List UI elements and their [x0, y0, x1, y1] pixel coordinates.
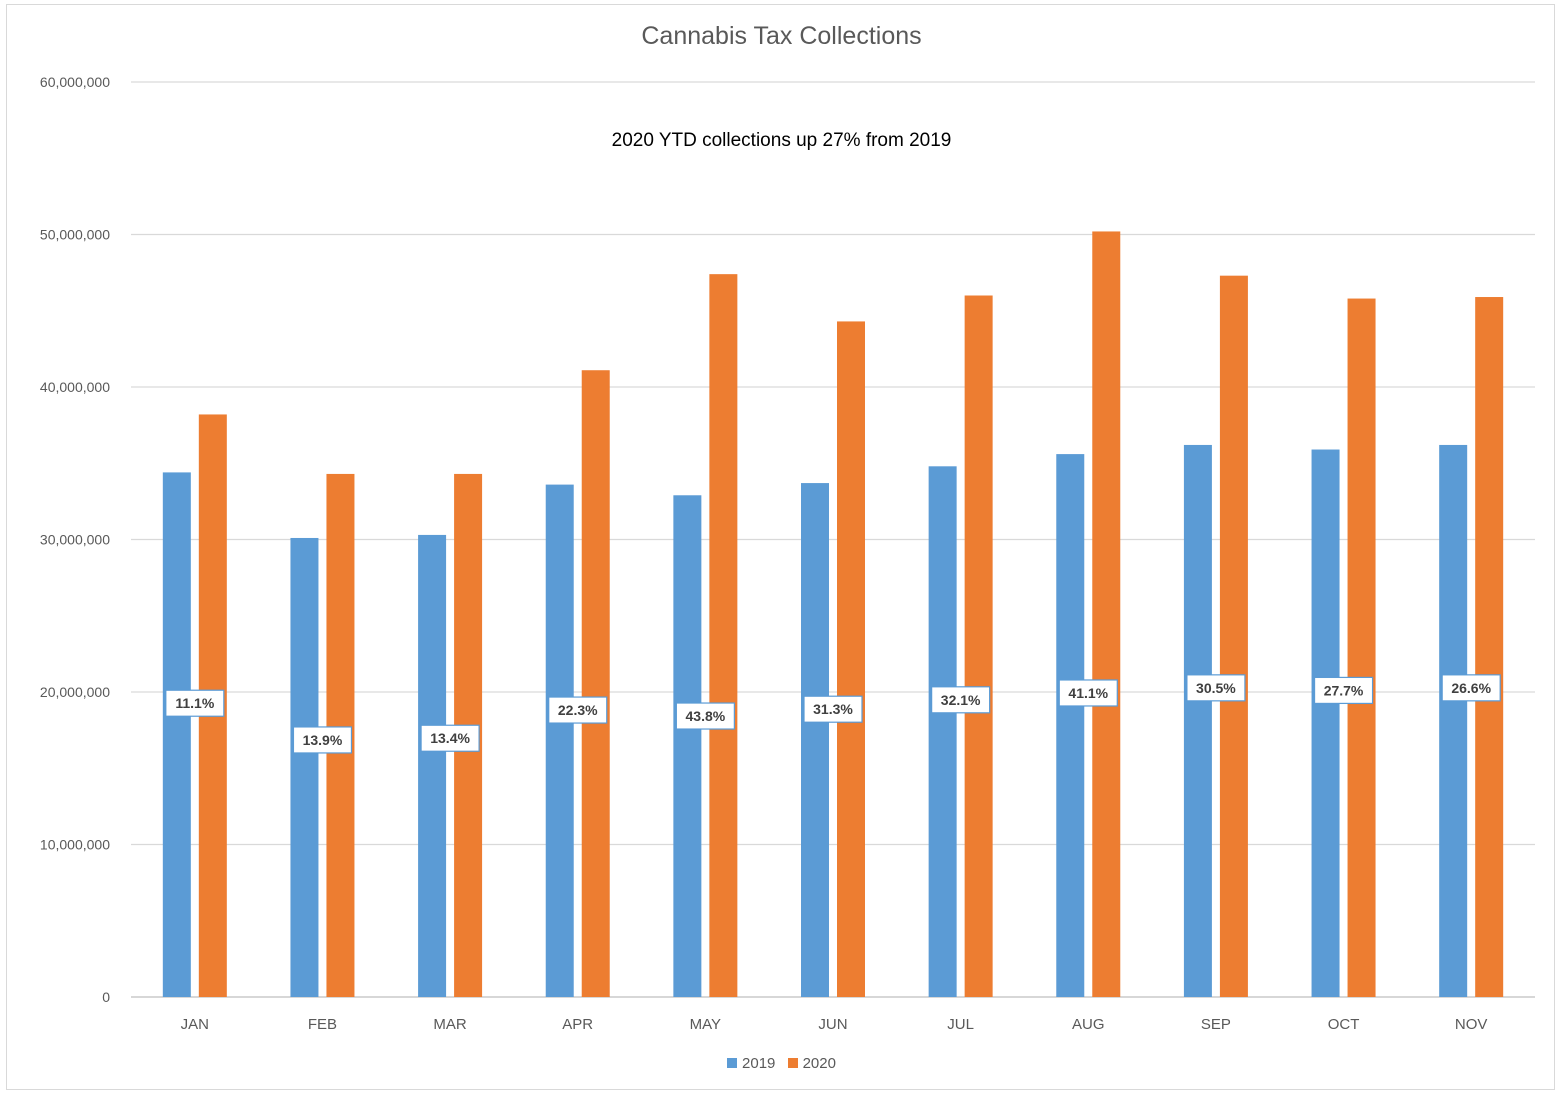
y-tick-label: 30,000,000 — [40, 532, 110, 548]
data-label-box — [548, 696, 608, 724]
y-tick-label: 20,000,000 — [40, 684, 110, 700]
bar-2019 — [290, 537, 319, 997]
data-label-text: 41.1% — [1068, 685, 1108, 701]
y-tick-label: 50,000,000 — [40, 227, 110, 243]
bar-2020 — [1347, 298, 1376, 997]
data-label-text: 22.3% — [558, 702, 598, 718]
bar-2019 — [928, 466, 957, 997]
bar-2019 — [162, 472, 191, 997]
chart-frame — [6, 4, 1555, 1090]
data-label-box — [420, 724, 480, 752]
data-label: 13.4% — [420, 724, 480, 752]
data-label-box — [1186, 674, 1246, 702]
bar-2019 — [801, 483, 829, 997]
y-tick-label: 40,000,000 — [40, 379, 110, 395]
x-tick-label: MAR — [433, 1016, 467, 1033]
y-tick-label: 60,000,000 — [40, 74, 110, 90]
data-label-text: 30.5% — [1196, 680, 1236, 696]
bar-2020 — [709, 274, 738, 997]
data-label-text: 13.9% — [303, 732, 343, 748]
data-label-box — [165, 689, 225, 717]
x-tick-label: OCT — [1328, 1016, 1360, 1033]
data-label-box — [292, 726, 353, 754]
data-label-text: 27.7% — [1324, 682, 1364, 698]
y-tick-label: 10,000,000 — [40, 837, 110, 853]
data-label: 31.3% — [803, 695, 863, 723]
bar-2019 — [545, 484, 574, 998]
data-label: 32.1% — [931, 686, 991, 714]
legend-item-2019: 2019 — [727, 1055, 775, 1072]
bar-2019 — [1183, 444, 1212, 997]
data-label-box — [1441, 674, 1501, 702]
legend-label-2019: 2019 — [742, 1055, 776, 1072]
x-tick-label: MAY — [690, 1016, 721, 1033]
data-label-text: 31.3% — [813, 701, 853, 717]
legend-swatch-2019 — [727, 1058, 738, 1069]
y-tick-label: 0 — [102, 989, 110, 1005]
legend-swatch-2020 — [787, 1058, 798, 1069]
data-label-text: 32.1% — [941, 692, 981, 708]
data-label-text: 26.6% — [1451, 680, 1491, 696]
bar-2019 — [418, 534, 447, 997]
bar-2019 — [673, 495, 702, 997]
data-label: 41.1% — [1058, 679, 1118, 707]
data-label-text: 13.4% — [430, 730, 470, 746]
data-label-box — [1313, 676, 1374, 705]
bar-2019 — [1439, 444, 1468, 997]
data-label-box — [675, 702, 735, 730]
legend-label-2020: 2020 — [802, 1055, 836, 1072]
x-tick-label: JAN — [181, 1016, 209, 1033]
data-label-box — [931, 686, 991, 714]
data-label: 26.6% — [1441, 674, 1501, 702]
data-label: 27.7% — [1313, 676, 1374, 705]
data-label-box — [1058, 679, 1118, 707]
chart-legend: 2019 2020 — [0, 1055, 1563, 1072]
x-tick-label: FEB — [308, 1016, 337, 1033]
legend-item-2020: 2020 — [787, 1055, 836, 1072]
bar-2020 — [964, 295, 993, 997]
x-tick-label: JUN — [818, 1016, 847, 1033]
data-label-text: 43.8% — [686, 708, 726, 724]
x-tick-label: APR — [562, 1016, 593, 1033]
bar-2019 — [1056, 454, 1085, 998]
bar-2020 — [1475, 297, 1504, 997]
x-tick-label: SEP — [1201, 1016, 1231, 1033]
x-tick-label: AUG — [1072, 1016, 1105, 1033]
data-label: 30.5% — [1186, 674, 1246, 702]
bar-2019 — [1311, 449, 1340, 997]
data-label: 11.1% — [165, 689, 225, 717]
data-label: 43.8% — [675, 702, 735, 730]
bar-2020 — [581, 370, 610, 998]
data-label-box — [803, 695, 863, 723]
bar-2020 — [1219, 275, 1248, 997]
data-label: 13.9% — [292, 726, 353, 754]
data-label-text: 11.1% — [175, 695, 214, 711]
bar-2020 — [837, 321, 865, 997]
x-tick-label: NOV — [1455, 1016, 1488, 1033]
bar-2020 — [1092, 231, 1121, 997]
chart-subtitle: 2020 YTD collections up 27% from 2019 — [611, 130, 952, 151]
data-label: 22.3% — [548, 696, 608, 724]
x-tick-label: JUL — [947, 1016, 974, 1033]
chart-title: Cannabis Tax Collections — [641, 22, 922, 50]
